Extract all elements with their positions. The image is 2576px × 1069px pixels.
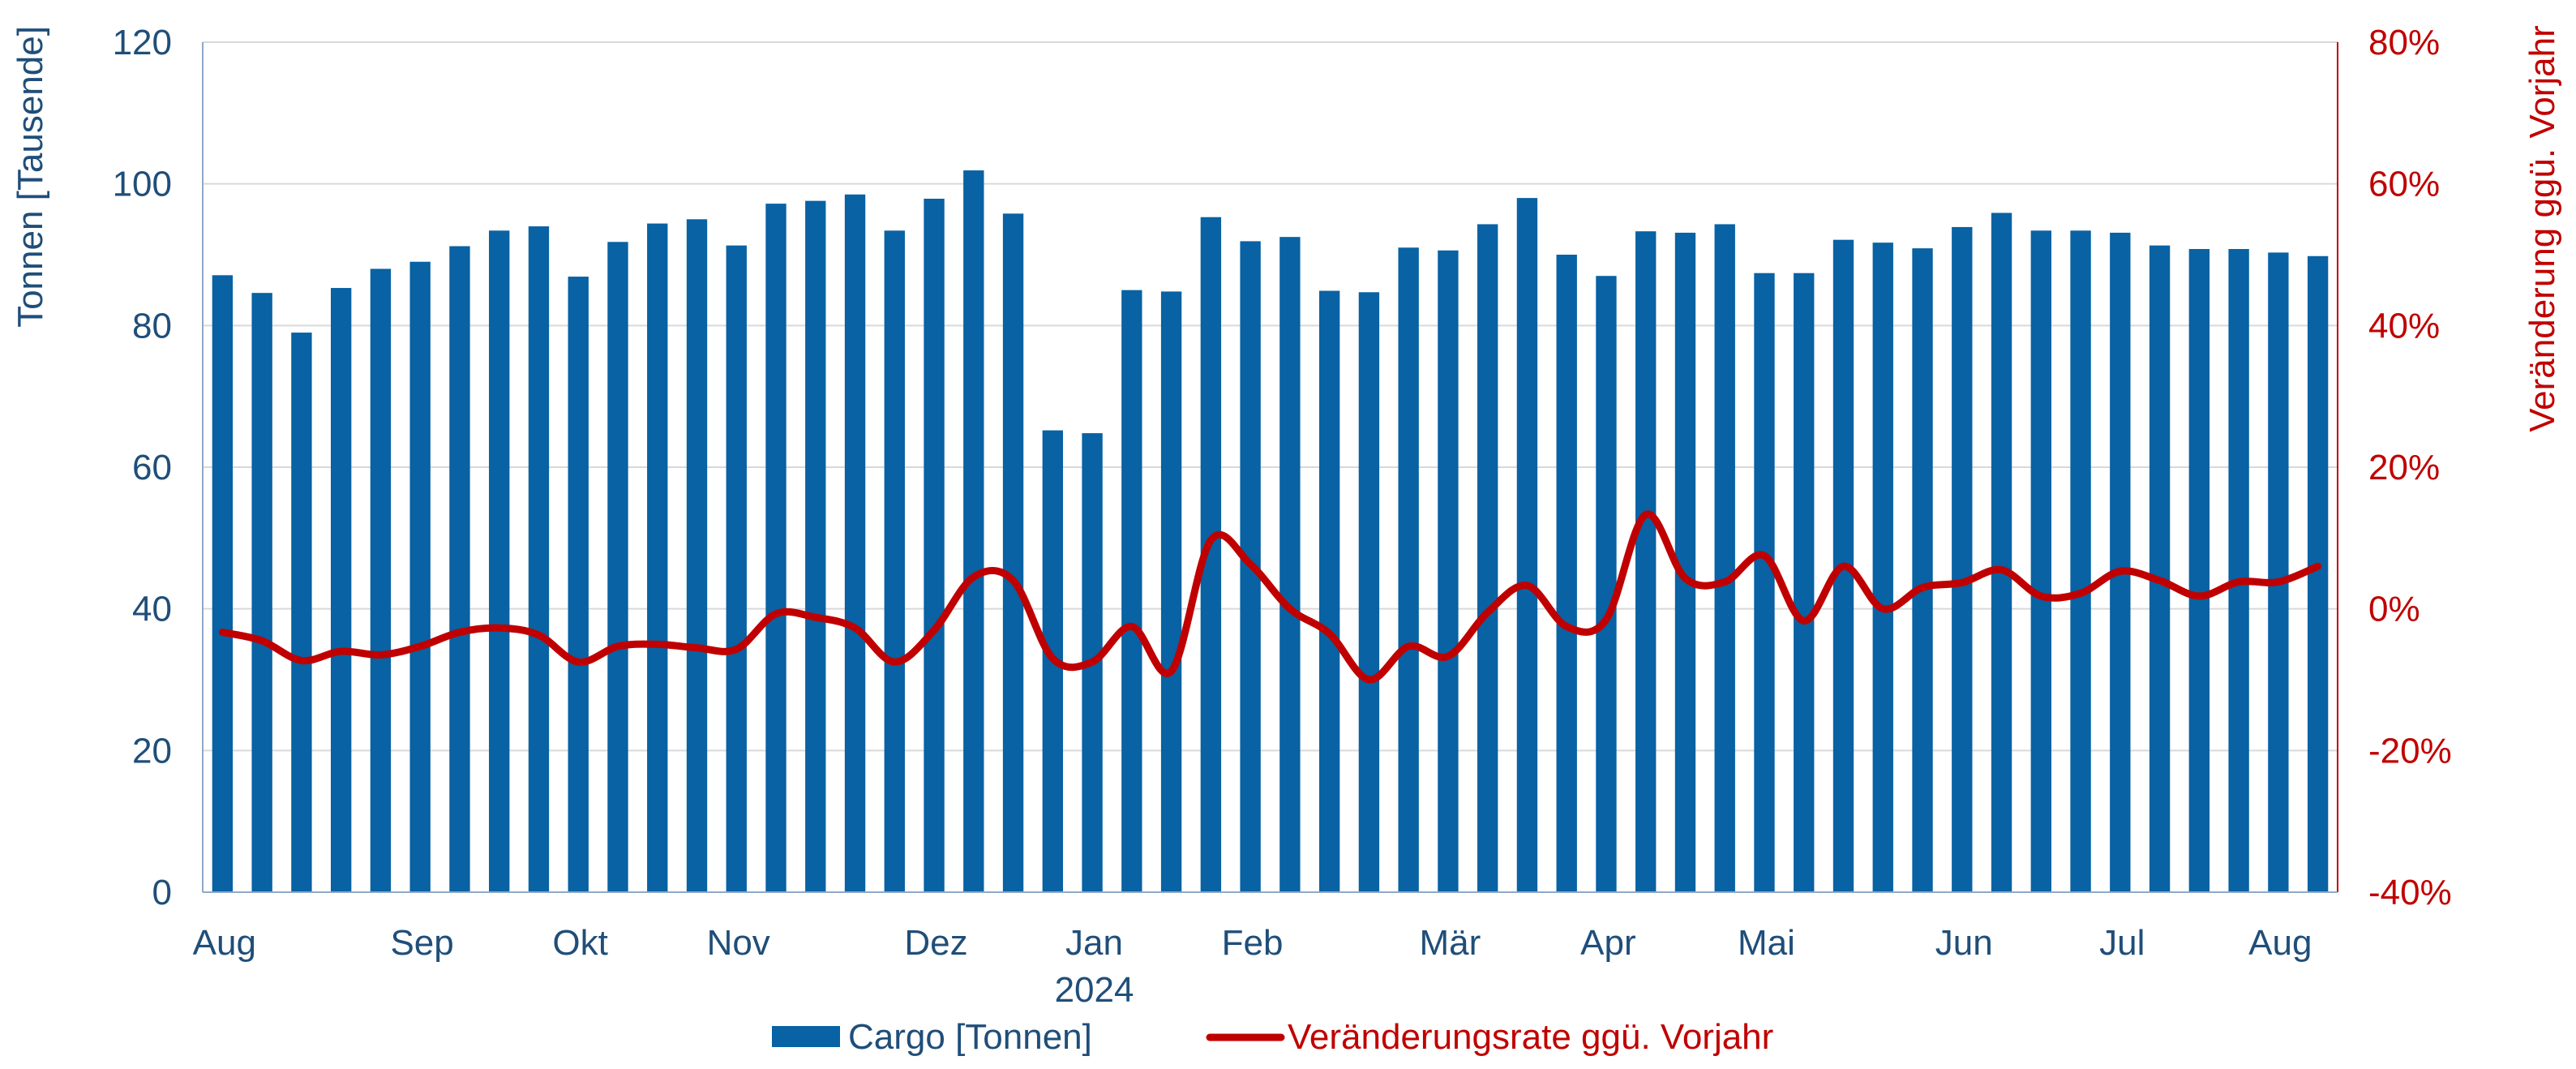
right-tick-label: 20% bbox=[2368, 448, 2440, 487]
cargo-bar bbox=[489, 230, 510, 893]
x-tick-label: Sep bbox=[390, 923, 453, 963]
cargo-bar bbox=[844, 194, 866, 892]
cargo-bar bbox=[2188, 249, 2210, 893]
cargo-bar bbox=[726, 245, 747, 892]
cargo-bar bbox=[2307, 255, 2329, 892]
x-tick-label: Jan bbox=[1065, 923, 1123, 963]
cargo-bar bbox=[1318, 290, 1340, 892]
cargo-bars bbox=[212, 170, 2329, 893]
left-tick-label: 120 bbox=[113, 23, 172, 62]
x-tick-label: Okt bbox=[552, 923, 607, 963]
cargo-bar bbox=[1358, 292, 1380, 893]
x-tick-label: Feb bbox=[1222, 923, 1284, 963]
left-axis-title: Tonnen [Tausende] bbox=[11, 26, 50, 328]
cargo-bar bbox=[291, 333, 312, 893]
cargo-bar bbox=[409, 261, 431, 892]
right-axis-ticks: -40% -20% 0% 20% 40% 60% 80% bbox=[2368, 23, 2452, 912]
x-tick-label: Apr bbox=[1580, 923, 1635, 963]
x-tick-label: Dez bbox=[904, 923, 967, 963]
x-tick-label: Jun bbox=[1935, 923, 1993, 963]
cargo-bar bbox=[765, 204, 787, 892]
cargo-bar bbox=[963, 170, 984, 892]
x-tick-label: Mär bbox=[1419, 923, 1481, 963]
left-tick-label: 100 bbox=[113, 165, 172, 204]
legend-cargo-label: Cargo [Tonnen] bbox=[848, 1017, 1092, 1057]
right-tick-label: -40% bbox=[2368, 873, 2452, 912]
cargo-bar bbox=[1160, 291, 1182, 892]
change-rate-line-layer bbox=[218, 510, 2322, 684]
change-rate-line bbox=[218, 510, 2322, 684]
cargo-bar bbox=[2110, 232, 2131, 893]
cargo-bar bbox=[2149, 245, 2171, 892]
cargo-bar bbox=[1477, 224, 1498, 892]
cargo-bar bbox=[805, 200, 826, 893]
left-tick-label: 20 bbox=[132, 731, 172, 771]
right-tick-label: 60% bbox=[2368, 165, 2440, 204]
cargo-bar bbox=[1596, 276, 1617, 892]
cargo-bar bbox=[1912, 248, 1933, 892]
cargo-bar bbox=[924, 199, 945, 893]
left-axis-ticks: 0 20 40 60 80 100 120 bbox=[113, 23, 172, 912]
cargo-bar bbox=[1556, 255, 1577, 892]
cargo-bar bbox=[607, 242, 628, 892]
cargo-bar bbox=[212, 275, 234, 892]
cargo-bar bbox=[528, 226, 550, 893]
cargo-bar bbox=[1635, 231, 1657, 892]
right-tick-label: 80% bbox=[2368, 23, 2440, 62]
legend-cargo-swatch bbox=[772, 1026, 840, 1047]
left-tick-label: 60 bbox=[132, 448, 172, 487]
cargo-bar bbox=[884, 230, 905, 893]
cargo-bar bbox=[1952, 226, 1973, 892]
cargo-bar bbox=[2030, 230, 2051, 893]
x-tick-label: Jul bbox=[2099, 923, 2145, 963]
cargo-bar bbox=[1121, 290, 1142, 893]
left-tick-label: 0 bbox=[152, 873, 172, 912]
axes bbox=[202, 42, 2338, 893]
cargo-bar bbox=[1872, 243, 1893, 892]
x-tick-label: Mai bbox=[1738, 923, 1795, 963]
cargo-bar bbox=[1002, 213, 1024, 892]
cargo-bar bbox=[1754, 273, 1775, 892]
x-tick-label: Nov bbox=[707, 923, 770, 963]
cargo-bar bbox=[1438, 250, 1459, 892]
left-tick-label: 80 bbox=[132, 306, 172, 346]
cargo-bar bbox=[686, 219, 708, 892]
cargo-bar bbox=[2228, 249, 2249, 893]
cargo-bar bbox=[449, 246, 470, 892]
left-tick-label: 40 bbox=[132, 590, 172, 629]
x-tick-label: Aug bbox=[2248, 923, 2312, 963]
cargo-bar bbox=[1398, 247, 1419, 892]
cargo-bar bbox=[330, 288, 352, 893]
cargo-bar bbox=[2070, 230, 2091, 893]
right-axis-title: Veränderung ggü. Vorjahr bbox=[2522, 25, 2562, 432]
x-tick-sublabel: 2024 bbox=[1055, 970, 1134, 1010]
x-tick-label: Aug bbox=[193, 923, 256, 963]
cargo-bar bbox=[1516, 198, 1538, 893]
right-tick-label: 40% bbox=[2368, 306, 2440, 346]
x-axis-tick-labels: Aug Sep Okt Nov Dez Jan 2024 Feb Mär Apr Mai Jun Jul… bbox=[193, 923, 2312, 1010]
cargo-bar bbox=[1794, 273, 1815, 892]
legend: Cargo [Tonnen] Veränderungsrate ggü. Vor… bbox=[772, 1017, 1773, 1057]
right-tick-label: -20% bbox=[2368, 731, 2452, 771]
cargo-bar bbox=[2268, 252, 2289, 892]
cargo-bar bbox=[370, 268, 392, 892]
legend-change-rate-label: Veränderungsrate ggü. Vorjahr bbox=[1288, 1017, 1773, 1057]
gridlines bbox=[203, 41, 2338, 752]
cargo-bar bbox=[251, 293, 272, 892]
cargo-bar bbox=[568, 277, 589, 892]
right-tick-label: 0% bbox=[2368, 590, 2420, 629]
cargo-bar bbox=[647, 223, 668, 892]
cargo-bar bbox=[1991, 213, 2012, 892]
cargo-bar bbox=[1714, 224, 1735, 892]
cargo-bar bbox=[1279, 237, 1301, 893]
